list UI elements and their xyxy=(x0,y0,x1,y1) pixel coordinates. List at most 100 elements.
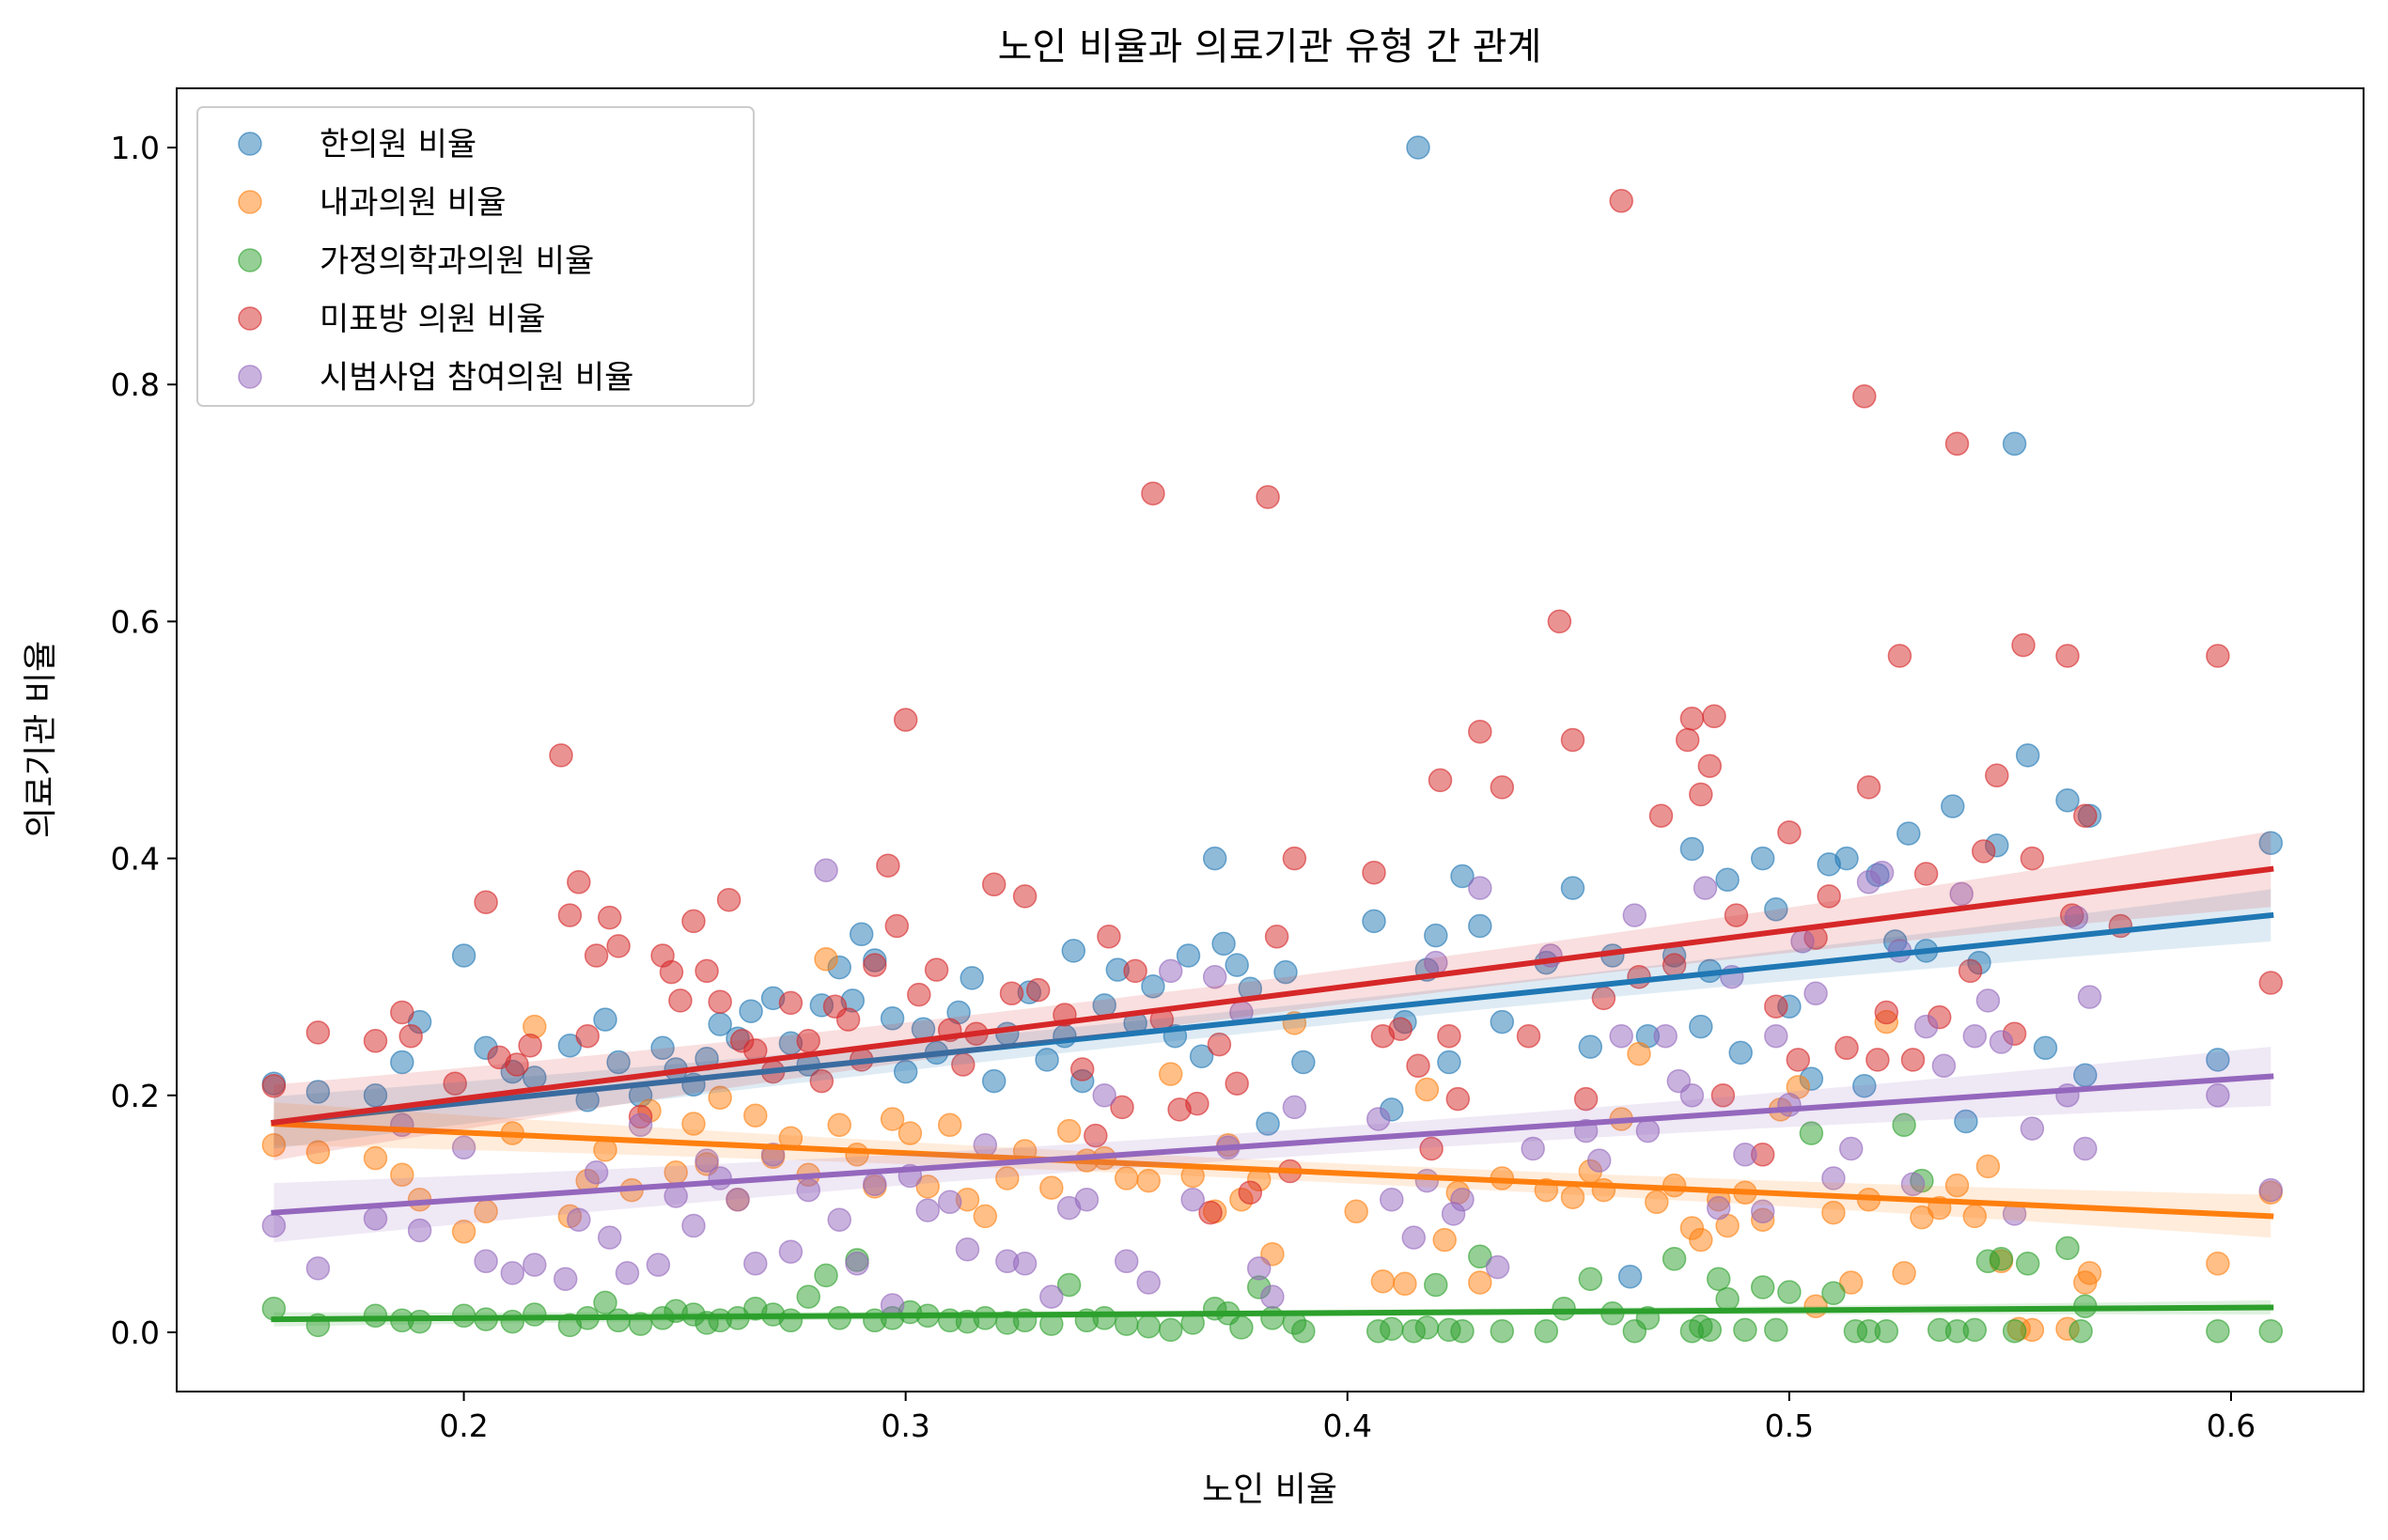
scatter-point xyxy=(1428,768,1453,793)
scatter-point xyxy=(1273,959,1298,985)
scatter-point xyxy=(876,853,900,878)
y-axis: 0.0 0.2 0.4 0.6 0.8 1.0 xyxy=(111,130,177,1351)
scatter-point xyxy=(1617,1264,1643,1289)
scatter-point xyxy=(615,1261,640,1285)
scatter-point xyxy=(1061,939,1086,963)
legend-marker xyxy=(238,248,262,272)
scatter-point xyxy=(593,1007,617,1032)
scatter-point xyxy=(1869,860,1895,885)
scatter-point xyxy=(1084,1123,1108,1148)
scatter-point xyxy=(1012,884,1038,909)
scatter-point xyxy=(1609,1023,1633,1049)
series-points-3 xyxy=(261,189,2284,1225)
scatter-point xyxy=(1817,884,1841,909)
scatter-point xyxy=(261,1073,287,1098)
scatter-point xyxy=(2020,1116,2045,1141)
regression-line-1 xyxy=(271,1120,2274,1220)
scatter-point xyxy=(1887,644,1912,668)
scatter-point xyxy=(1675,727,1700,753)
x-tick-label: 0.4 xyxy=(1323,1408,1372,1444)
scatter-point xyxy=(1176,943,1201,968)
scatter-point xyxy=(1123,958,1147,984)
scatter-point xyxy=(1211,931,1236,957)
scatter-point xyxy=(778,1239,804,1264)
scatter-point xyxy=(606,1050,631,1075)
scatter-point xyxy=(474,1249,498,1274)
scatter-point xyxy=(880,1107,905,1131)
scatter-point xyxy=(443,1071,467,1096)
scatter-point xyxy=(1437,1050,1461,1075)
scatter-point xyxy=(1724,903,1749,927)
scatter-point xyxy=(1710,1083,1736,1108)
scatter-point xyxy=(1733,1143,1757,1167)
scatter-point xyxy=(708,989,732,1014)
scatter-point xyxy=(1092,1306,1116,1330)
plot-area xyxy=(261,135,2284,1344)
chart-title: 노인 비율과 의료기관 유형 간 관계 xyxy=(998,25,1542,69)
scatter-point xyxy=(999,981,1024,1006)
scatter-point xyxy=(1158,1317,1183,1343)
scatter-point xyxy=(659,959,684,985)
scatter-point xyxy=(1424,1272,1448,1298)
scatter-point xyxy=(1198,1200,1223,1225)
y-tick-label: 0.4 xyxy=(111,841,160,878)
scatter-point xyxy=(937,1112,962,1138)
scatter-point xyxy=(1074,1187,1100,1212)
x-axis-label: 노인 비율 xyxy=(1202,1470,1337,1509)
scatter-point xyxy=(650,1035,675,1061)
scatter-point xyxy=(814,1263,838,1288)
scatter-point xyxy=(567,870,591,894)
scatter-point xyxy=(1679,836,1705,862)
legend-marker xyxy=(238,306,262,331)
scatter-point xyxy=(796,1284,820,1309)
scatter-point xyxy=(880,1006,905,1031)
scatter-point xyxy=(2064,905,2089,930)
scatter-point xyxy=(1764,1317,1788,1343)
scatter-point xyxy=(1035,1048,1059,1072)
scatter-point xyxy=(505,1052,529,1077)
scatter-point xyxy=(2055,1236,2080,1261)
scatter-point xyxy=(1136,1168,1161,1193)
scatter-point xyxy=(1380,1187,1404,1212)
scatter-point xyxy=(1388,1017,1413,1041)
scatter-point xyxy=(893,1059,918,1084)
scatter-point xyxy=(1225,953,1249,977)
scatter-point xyxy=(1393,1271,1417,1297)
scatter-point xyxy=(2206,1048,2230,1072)
scatter-point xyxy=(451,943,476,968)
scatter-point xyxy=(1989,1030,2014,1054)
scatter-point xyxy=(1012,1252,1038,1276)
scatter-point xyxy=(500,1261,525,1285)
scatter-point xyxy=(915,1198,940,1222)
axes-frame xyxy=(176,87,2365,1392)
scatter-point xyxy=(1468,913,1492,939)
scatter-point xyxy=(1136,1270,1161,1295)
scatter-point xyxy=(884,913,910,939)
scatter-point xyxy=(1689,1014,1713,1039)
scatter-point xyxy=(1764,994,1788,1019)
scatter-point xyxy=(1256,485,1280,509)
scatter-point xyxy=(937,1190,962,1215)
y-axis-label: 의료기관 비율 xyxy=(22,641,60,838)
scatter-point xyxy=(305,1020,331,1045)
legend-marker xyxy=(238,132,262,156)
scatter-point xyxy=(1706,1195,1731,1221)
scatter-point xyxy=(1468,876,1492,900)
scatter-point xyxy=(1962,1317,1988,1343)
scatter-point xyxy=(1202,964,1227,989)
scatter-point xyxy=(1944,1173,1970,1198)
scatter-point xyxy=(1874,1318,1899,1344)
scatter-point xyxy=(1834,846,1859,871)
scatter-point xyxy=(305,1140,331,1165)
scatter-point xyxy=(1627,1041,1651,1066)
scatter-point xyxy=(584,1159,609,1185)
scatter-point xyxy=(2206,1252,2230,1276)
scatter-point xyxy=(1900,1172,1926,1197)
scatter-point xyxy=(1764,897,1788,922)
scatter-point xyxy=(1260,1284,1285,1309)
x-axis: 0.2 0.3 0.4 0.5 0.6 xyxy=(439,1392,2255,1444)
scatter-point xyxy=(1097,925,1121,949)
scatter-point xyxy=(1750,1199,1775,1224)
scatter-point xyxy=(2258,831,2284,855)
scatter-point xyxy=(2015,743,2040,768)
